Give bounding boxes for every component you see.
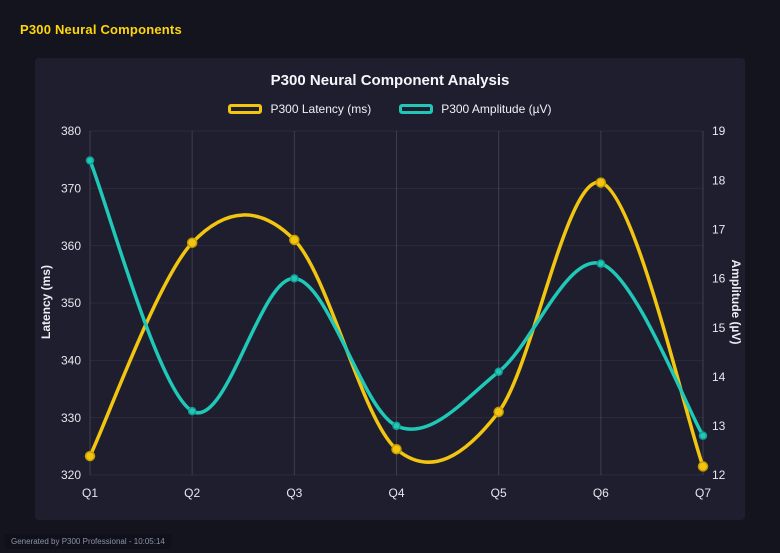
- data-point: [85, 156, 95, 165]
- category-label: Q7: [695, 486, 711, 500]
- category-label: Q4: [388, 486, 404, 500]
- left-tick-label: 360: [61, 239, 81, 253]
- data-point: [392, 421, 401, 431]
- legend-swatch: [399, 104, 434, 114]
- left-tick-label: 350: [61, 296, 81, 310]
- right-tick-label: 19: [712, 124, 726, 138]
- footer-status: Generated by P300 Professional - 10:05:1…: [5, 534, 171, 549]
- data-point: [391, 443, 402, 455]
- data-point: [596, 259, 606, 268]
- legend-item-0[interactable]: P300 Latency (ms): [228, 102, 371, 116]
- data-point: [697, 461, 709, 472]
- data-point: [698, 431, 708, 440]
- right-tick-label: 18: [712, 173, 726, 187]
- legend-item-1[interactable]: P300 Amplitude (µV): [399, 102, 552, 116]
- legend-label: P300 Latency (ms): [270, 102, 372, 116]
- chart-region: Latency (ms) Amplitude (µV) 320 330 340 350…: [35, 123, 745, 512]
- left-tick-label: 330: [61, 411, 81, 425]
- legend-swatch: [228, 104, 263, 114]
- right-tick-label: 16: [712, 272, 726, 286]
- right-tick-label: 17: [712, 222, 726, 236]
- grid-lines: [89, 130, 704, 476]
- page-title: P300 Neural Components: [20, 22, 182, 37]
- category-label: Q5: [491, 486, 507, 500]
- left-tick-label: 380: [61, 124, 81, 138]
- data-point: [494, 367, 503, 377]
- left-tick-label: 340: [61, 354, 81, 368]
- data-point: [595, 177, 607, 188]
- data-point: [493, 406, 504, 418]
- category-label: Q6: [593, 486, 609, 500]
- right-axis-title: Amplitude (µV): [729, 259, 743, 345]
- line-chart: 320 330 340 350 360 370 380 12 13 14 15 16 17 18 19 Q1 Q…: [61, 124, 726, 500]
- left-tick-label: 320: [61, 468, 81, 482]
- chart-card: P300 Neural Component Analysis P300 Late…: [35, 58, 745, 520]
- chart-legend: P300 Latency (ms) P300 Amplitude (µV): [35, 99, 745, 119]
- data-point: [290, 274, 299, 283]
- right-tick-label: 13: [712, 419, 726, 433]
- left-axis-title: Latency (ms): [39, 264, 53, 339]
- right-tick-label: 15: [712, 321, 726, 335]
- category-label: Q1: [82, 486, 98, 500]
- data-point: [84, 450, 96, 462]
- axis-tick-labels: 320 330 340 350 360 370 380 12 13 14 15 16 17 18 19 Q1 Q…: [61, 124, 726, 500]
- category-label: Q3: [286, 486, 302, 500]
- data-point: [187, 406, 197, 416]
- legend-label: P300 Amplitude (µV): [441, 102, 552, 116]
- right-tick-label: 14: [712, 370, 726, 384]
- data-point: [289, 234, 300, 246]
- chart-title: P300 Neural Component Analysis: [270, 72, 510, 89]
- left-tick-label: 370: [61, 182, 81, 196]
- data-point: [186, 237, 198, 249]
- category-label: Q2: [184, 486, 200, 500]
- right-tick-label: 12: [712, 468, 726, 482]
